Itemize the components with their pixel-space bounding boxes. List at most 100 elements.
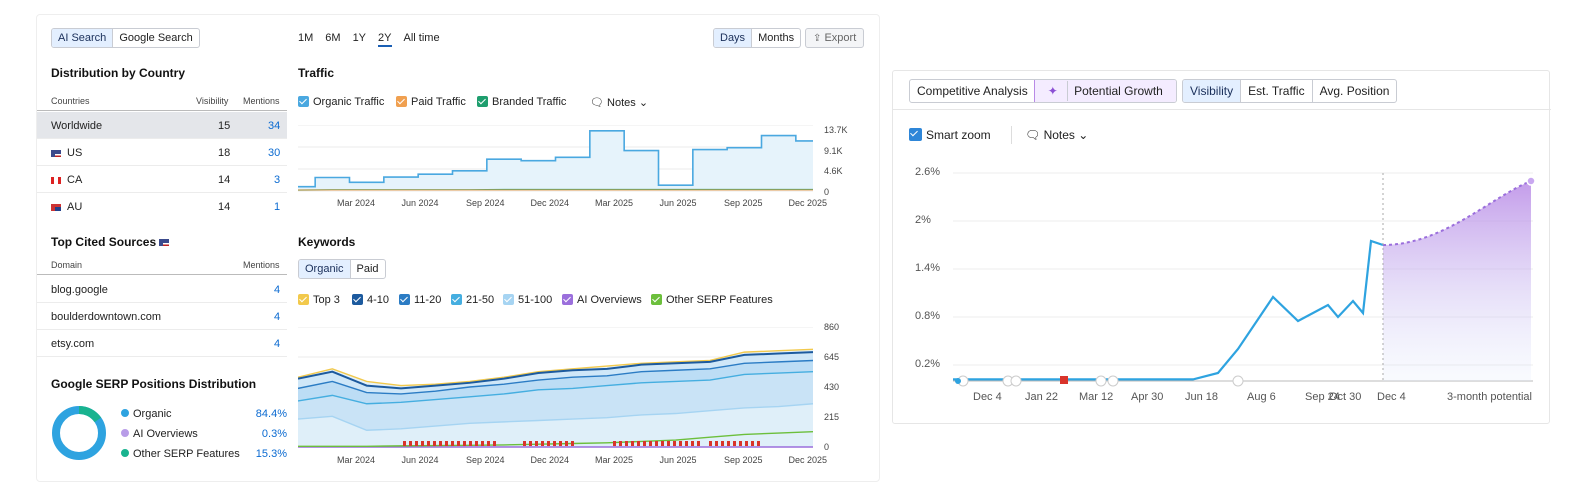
source-row[interactable]: etsy.com 4 [37, 330, 287, 357]
legend-11-20[interactable]: 11-20 [399, 294, 441, 306]
period-1y[interactable]: 1Y [352, 32, 367, 44]
update-marker[interactable] [739, 441, 742, 446]
smart-zoom-checkbox[interactable]: Smart zoom [909, 128, 991, 142]
update-marker[interactable] [751, 441, 754, 446]
update-marker[interactable] [469, 441, 472, 446]
update-marker[interactable] [637, 441, 640, 446]
tab-avg-position[interactable]: Avg. Position [1311, 80, 1397, 102]
update-marker[interactable] [487, 441, 490, 446]
update-marker[interactable] [535, 441, 538, 446]
update-marker[interactable] [625, 441, 628, 446]
potential-endpoint[interactable] [1526, 176, 1536, 186]
tab-potential-growth[interactable]: ✦ Potential Growth [1033, 80, 1176, 102]
period-1m[interactable]: 1M [298, 32, 314, 44]
update-marker[interactable] [565, 441, 568, 446]
update-marker[interactable] [709, 441, 712, 446]
update-marker[interactable] [553, 441, 556, 446]
update-marker[interactable] [571, 441, 574, 446]
legend-top-3[interactable]: Top 3 [298, 294, 340, 306]
legend-4-10[interactable]: 4-10 [352, 294, 389, 306]
tab-google-search[interactable]: Google Search [112, 29, 198, 47]
update-flag-marker[interactable] [1060, 376, 1068, 384]
tab-ai-search[interactable]: AI Search [52, 29, 113, 47]
update-marker[interactable] [403, 441, 406, 446]
country-mentions[interactable]: 30 [268, 147, 281, 159]
update-marker[interactable] [421, 441, 424, 446]
tab-organic[interactable]: Organic [299, 260, 350, 278]
update-marker[interactable] [631, 441, 634, 446]
update-marker[interactable] [655, 441, 658, 446]
source-domain[interactable]: etsy.com [51, 338, 95, 350]
update-marker[interactable] [451, 441, 454, 446]
update-marker[interactable] [529, 441, 532, 446]
update-marker[interactable] [679, 441, 682, 446]
google-update-marker[interactable] [1107, 375, 1119, 387]
legend-51-100[interactable]: 51-100 [503, 294, 552, 306]
legend-21-50[interactable]: 21-50 [451, 294, 494, 306]
source-domain[interactable]: blog.google [51, 284, 108, 296]
country-row[interactable]: Worldwide 15 34 [37, 112, 287, 139]
update-marker[interactable] [493, 441, 496, 446]
period-6m[interactable]: 6M [325, 32, 341, 44]
update-marker[interactable] [427, 441, 430, 446]
update-marker[interactable] [733, 441, 736, 446]
export-button[interactable]: ⇪ Export [805, 28, 865, 48]
update-marker[interactable] [691, 441, 694, 446]
update-marker[interactable] [547, 441, 550, 446]
tab-competitive-analysis[interactable]: Competitive Analysis [917, 84, 1028, 98]
update-marker[interactable] [667, 441, 670, 446]
update-marker[interactable] [715, 441, 718, 446]
update-marker[interactable] [697, 441, 700, 446]
source-row[interactable]: boulderdowntown.com 4 [37, 303, 287, 330]
update-marker[interactable] [619, 441, 622, 446]
update-marker[interactable] [541, 441, 544, 446]
legend-branded-traffic[interactable]: Branded Traffic [477, 96, 566, 108]
source-mentions[interactable]: 4 [274, 284, 281, 296]
legend-ai-overviews[interactable]: AI Overviews [562, 294, 642, 306]
country-mentions[interactable]: 1 [274, 201, 281, 213]
tab-days[interactable]: Days [714, 29, 752, 47]
update-marker[interactable] [433, 441, 436, 446]
update-marker[interactable] [661, 441, 664, 446]
legend-paid-traffic[interactable]: Paid Traffic [396, 96, 466, 108]
update-marker[interactable] [439, 441, 442, 446]
update-marker[interactable] [457, 441, 460, 446]
tab-est-traffic[interactable]: Est. Traffic [1240, 80, 1311, 102]
period-all-time[interactable]: All time [403, 32, 440, 44]
update-marker[interactable] [613, 441, 616, 446]
update-marker[interactable] [415, 441, 418, 446]
update-marker[interactable] [409, 441, 412, 446]
update-marker[interactable] [643, 441, 646, 446]
update-marker[interactable] [649, 441, 652, 446]
update-marker[interactable] [673, 441, 676, 446]
google-update-marker[interactable] [1010, 375, 1022, 387]
period-2y[interactable]: 2Y [378, 32, 392, 47]
source-domain[interactable]: boulderdowntown.com [51, 311, 162, 323]
update-marker[interactable] [727, 441, 730, 446]
legend-other-serp-features[interactable]: Other SERP Features [651, 294, 773, 306]
country-mentions[interactable]: 34 [268, 120, 281, 132]
tab-paid[interactable]: Paid [349, 260, 385, 278]
tab-months[interactable]: Months [751, 29, 800, 47]
country-row[interactable]: US 18 30 [37, 139, 287, 166]
source-mentions[interactable]: 4 [274, 338, 281, 350]
update-marker[interactable] [481, 441, 484, 446]
country-mentions[interactable]: 3 [274, 174, 281, 186]
update-marker[interactable] [757, 441, 760, 446]
growth-notes-button[interactable]: 🗨 Notes ⌄ [1025, 128, 1089, 142]
update-marker[interactable] [463, 441, 466, 446]
google-update-marker[interactable] [1232, 375, 1244, 387]
update-marker[interactable] [445, 441, 448, 446]
google-update-marker[interactable] [1095, 375, 1107, 387]
traffic-notes-button[interactable]: 🗨 Notes ⌄ [590, 97, 649, 109]
source-mentions[interactable]: 4 [274, 311, 281, 323]
update-marker[interactable] [685, 441, 688, 446]
tab-visibility[interactable]: Visibility [1183, 80, 1241, 102]
update-marker[interactable] [721, 441, 724, 446]
update-marker[interactable] [475, 441, 478, 446]
legend-organic-traffic[interactable]: Organic Traffic [298, 96, 384, 108]
update-marker[interactable] [559, 441, 562, 446]
update-marker[interactable] [523, 441, 526, 446]
source-row[interactable]: blog.google 4 [37, 276, 287, 303]
country-row[interactable]: AU 14 1 [37, 193, 287, 220]
